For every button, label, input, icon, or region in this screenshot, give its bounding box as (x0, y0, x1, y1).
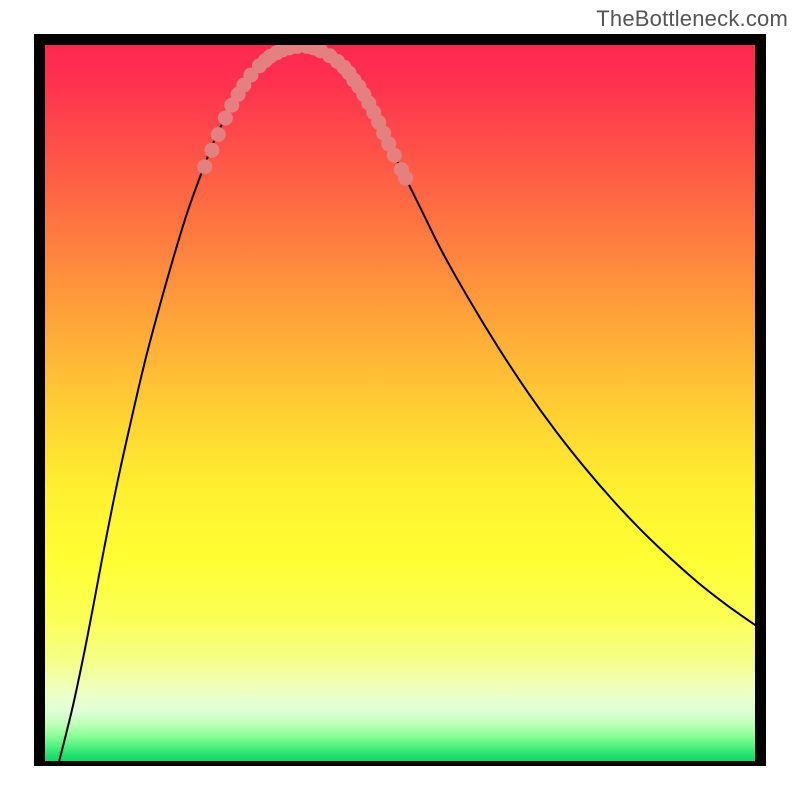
data-point (387, 148, 402, 163)
chart-plot-area (45, 45, 755, 761)
data-point (197, 159, 212, 174)
data-points-scatter (45, 45, 755, 761)
data-point (398, 171, 413, 186)
data-point (218, 111, 233, 126)
data-point (211, 127, 226, 142)
watermark-text: TheBottleneck.com (596, 6, 788, 32)
data-point (204, 143, 219, 158)
